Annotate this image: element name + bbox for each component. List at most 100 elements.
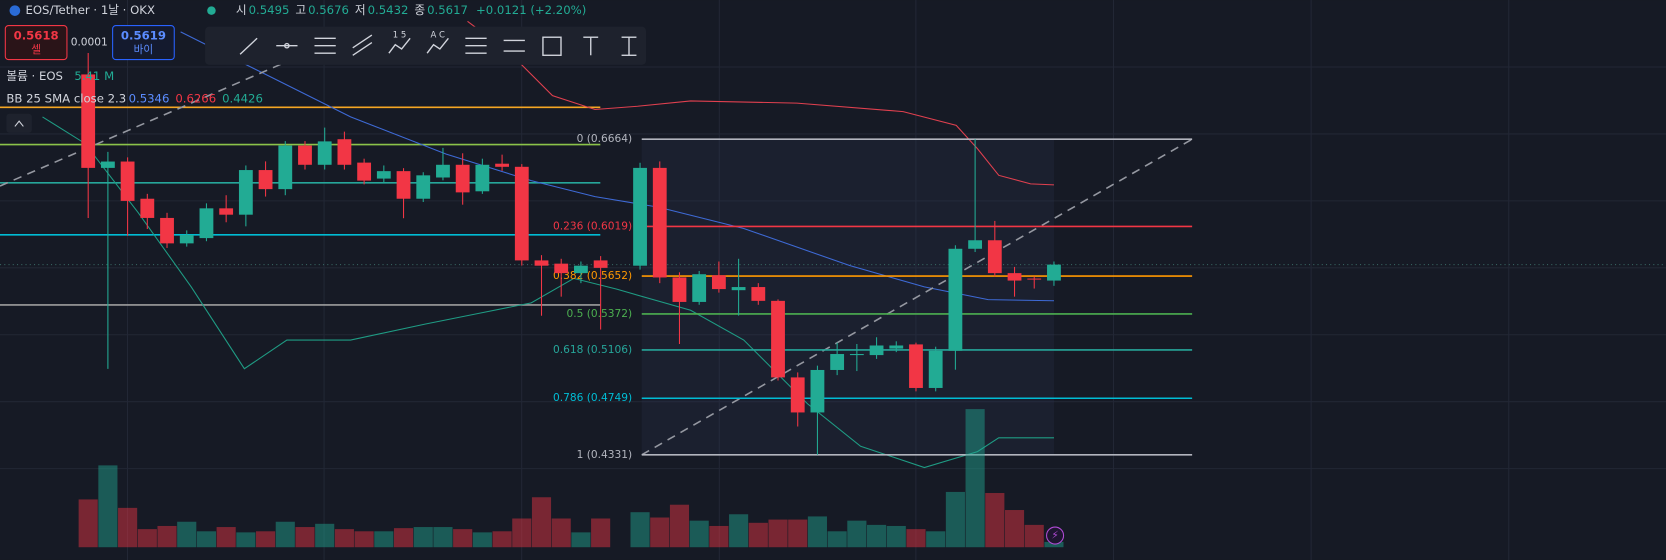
volume-bar — [689, 520, 709, 548]
fib-label: 0.5 (0.5372) — [567, 307, 633, 320]
candle-body — [928, 350, 943, 388]
fib-label: 0 (0.6664) — [577, 132, 633, 145]
candle-body — [593, 260, 608, 268]
volume-bar — [886, 525, 906, 548]
fib-label: 0.236 (0.6019) — [553, 219, 632, 232]
volume-bar — [729, 514, 749, 548]
volume-bar — [453, 529, 473, 548]
volume-bar — [906, 529, 926, 548]
candle-body — [258, 170, 273, 190]
volume-bar — [827, 531, 847, 548]
candle-body — [869, 345, 884, 356]
toolbar-label: 1 5 — [393, 31, 407, 41]
ohlc: 시 0.5495 고 0.5676 저 0.5432 종 0.5617 — [236, 3, 468, 17]
volume-bar — [196, 531, 217, 548]
volume-bar — [847, 520, 867, 548]
volume-bar — [512, 518, 532, 548]
volume-bar — [98, 465, 118, 548]
volume-bar — [315, 523, 335, 548]
candle-body — [376, 171, 391, 179]
bb-lower: 0.4426 — [222, 91, 263, 105]
bb-name: BB 25 SMA close 2.3 — [6, 91, 126, 105]
volume-bar — [788, 519, 808, 548]
volume-bar — [78, 499, 98, 548]
candle-body — [574, 265, 588, 274]
collapse-icon — [14, 120, 24, 127]
toolbar-icons[interactable] — [239, 34, 637, 56]
volume-bar — [334, 529, 354, 548]
candle-body — [731, 287, 746, 291]
candle-body — [889, 345, 904, 349]
volume-bar — [472, 532, 492, 548]
candle-body — [554, 263, 569, 274]
buy-price: 0.5619 — [121, 29, 166, 43]
volume-bar — [571, 532, 591, 548]
candle-body — [317, 141, 332, 165]
ohlc-label: 저 — [355, 3, 366, 17]
candle-body — [219, 208, 234, 215]
volume-bar — [768, 519, 788, 548]
candle-body — [830, 354, 845, 370]
candle-body — [790, 377, 805, 413]
sell-price: 0.5618 — [14, 29, 59, 43]
fib-zone — [641, 139, 1054, 455]
candle-body — [514, 166, 529, 261]
volume-bar — [531, 497, 552, 548]
candle-body — [495, 163, 509, 167]
volume-bar — [669, 504, 690, 548]
fib-label: 0.618 (0.5106) — [553, 343, 632, 356]
ohlc-value: 0.5495 — [249, 3, 290, 17]
volume-bar — [1044, 541, 1064, 548]
candle-body — [534, 260, 549, 266]
candle-body — [849, 354, 864, 356]
volume-bar — [748, 522, 768, 548]
volume-bar — [1024, 524, 1044, 548]
ohlc-label: 종 — [414, 3, 425, 17]
fib-label: 0.382 (0.5652) — [553, 269, 632, 282]
bollinger-bands — [42, 20, 1055, 469]
buy-button[interactable] — [112, 24, 175, 61]
volume-bar — [945, 491, 965, 548]
candle-body — [1007, 273, 1022, 281]
collapse-button[interactable] — [6, 113, 32, 133]
volume-bar — [374, 531, 394, 548]
candle-body — [810, 369, 825, 413]
candle-body — [948, 248, 963, 351]
candle-body — [140, 198, 155, 218]
volume-bar — [413, 527, 433, 548]
candle-body — [298, 145, 312, 165]
order-panel: 0.5618 셀 0.0001 0.5619 바이 — [4, 24, 175, 61]
candle-body — [672, 277, 687, 302]
ohlc-value: 0.5432 — [368, 3, 409, 17]
candle-body — [711, 275, 726, 290]
horizontal-lines — [0, 106, 601, 306]
candle-body — [692, 274, 707, 302]
symbol: EOS/Tether · 1날 · OKX — [26, 3, 155, 17]
change: +0.0121 (+2.20%) — [476, 3, 586, 17]
market-status — [207, 6, 216, 15]
candle-body — [455, 164, 470, 193]
candle-body — [987, 240, 1002, 274]
candle-body — [1027, 278, 1042, 280]
volume-bar — [492, 531, 512, 548]
ohlc-label: 시 — [236, 3, 247, 17]
alert-button[interactable] — [1046, 526, 1065, 545]
candle-body — [160, 217, 174, 244]
header: EOS/Tether · 1날 · OKX 시 0.5495 고 0.5676 저 0.5… — [9, 3, 586, 17]
volume-bar — [236, 532, 256, 548]
candle-body — [179, 234, 194, 244]
volume-bar — [216, 527, 236, 548]
buy-label: 바이 — [134, 43, 154, 56]
candle-body — [1047, 264, 1061, 281]
symbol-icon — [9, 5, 21, 16]
volume-bar — [926, 531, 946, 548]
volume-bar — [985, 493, 1005, 548]
volume-bar — [256, 531, 276, 548]
candles — [81, 53, 1061, 455]
sell-button[interactable] — [4, 24, 68, 61]
volume-bar — [433, 527, 453, 548]
candle-body — [357, 162, 372, 181]
fib-retracement: 0 (0.6664) 0.236 (0.6019) 0.382 (0.5652) 0.… — [553, 132, 1193, 461]
